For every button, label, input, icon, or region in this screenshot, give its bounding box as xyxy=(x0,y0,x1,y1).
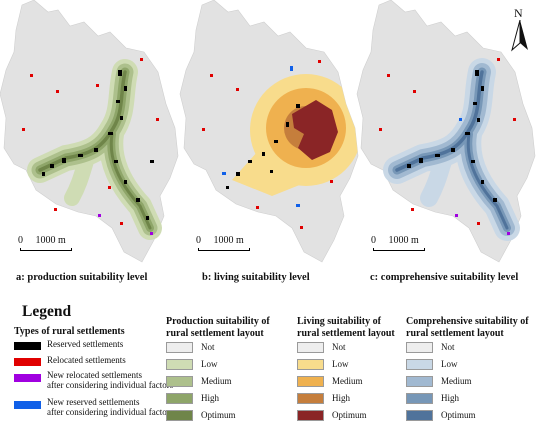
class-label: Optimum xyxy=(201,410,236,420)
scale-label: 0 1000 m xyxy=(371,235,419,246)
class-label: Not xyxy=(441,342,455,352)
living-suitability-zones xyxy=(232,74,358,196)
class-swatch xyxy=(406,410,433,421)
legend-title: Legend xyxy=(22,303,72,320)
class-swatch xyxy=(166,393,193,404)
class-swatch xyxy=(297,376,324,387)
class-label: Low xyxy=(201,359,218,369)
class-label: Optimum xyxy=(332,410,367,420)
class-label: Medium xyxy=(441,376,472,386)
scale-label: 0 1000 m xyxy=(196,235,244,246)
settlement-types-title: Types of rural settlements xyxy=(14,326,125,337)
settlement-markers xyxy=(379,58,516,235)
scale-bar-c: 0 1000 m xyxy=(371,235,425,251)
class-swatch xyxy=(406,376,433,387)
settlement-markers xyxy=(202,60,333,229)
class-swatch xyxy=(166,342,193,353)
map-panel-c xyxy=(356,0,536,263)
class-label: High xyxy=(332,393,350,403)
swatch-reserved xyxy=(14,342,41,350)
legend-column-subtitle: rural settlement layout xyxy=(406,328,504,339)
class-label: Low xyxy=(332,359,349,369)
class-label: Medium xyxy=(332,376,363,386)
class-swatch xyxy=(166,359,193,370)
scale-bar-a: 0 1000 m xyxy=(18,235,72,251)
legend-label-line2: after considering individual factors xyxy=(47,406,174,417)
class-swatch xyxy=(406,342,433,353)
class-label: High xyxy=(441,393,459,403)
map-panels xyxy=(0,0,536,263)
class-swatch xyxy=(406,393,433,404)
class-swatch xyxy=(406,359,433,370)
class-swatch xyxy=(297,393,324,404)
legend-label: New reserved settlements xyxy=(47,397,140,407)
settlement-markers xyxy=(22,58,159,235)
scale-label: 0 1000 m xyxy=(18,235,66,246)
panel-caption-b: b: living suitability level xyxy=(202,272,310,283)
scale-bar-graphic xyxy=(198,248,250,251)
panel-caption-c: c: comprehensive suitability level xyxy=(370,272,519,283)
class-label: High xyxy=(201,393,219,403)
north-label: N xyxy=(514,6,523,20)
class-label: Medium xyxy=(201,376,232,386)
legend-label: Relocated settlements xyxy=(47,355,126,365)
class-label: Not xyxy=(332,342,346,352)
class-label: Low xyxy=(441,359,458,369)
class-swatch xyxy=(297,410,324,421)
swatch-new-relocated xyxy=(14,374,41,382)
legend-label: New relocated settlements xyxy=(47,370,142,380)
scale-bar-graphic xyxy=(373,248,425,251)
living-legend-title: Living suitability of rural settlement la… xyxy=(297,316,395,340)
legend-label: Reserved settlements xyxy=(47,339,124,349)
swatch-new-reserved xyxy=(14,401,41,409)
north-arrow-icon xyxy=(511,20,528,52)
class-label: Not xyxy=(201,342,215,352)
map-panel-b xyxy=(179,0,359,263)
north-arrow: N xyxy=(509,6,531,52)
legend-label-line2: after considering individual factors xyxy=(47,379,174,390)
class-swatch xyxy=(297,359,324,370)
map-panel-a xyxy=(0,0,179,263)
legend-column-title: Living suitability of xyxy=(297,316,381,327)
class-swatch xyxy=(297,342,324,353)
legend-column-title: Comprehensive suitability of xyxy=(406,316,529,327)
comprehensive-legend-title: Comprehensive suitability of rural settle… xyxy=(406,316,529,340)
legend-column-title: Production suitability of xyxy=(166,316,270,327)
class-swatch xyxy=(166,410,193,421)
panel-caption-a: a: production suitability level xyxy=(16,272,148,283)
class-swatch xyxy=(166,376,193,387)
legend-column-subtitle: rural settlement layout xyxy=(297,328,395,339)
scale-bar-graphic xyxy=(20,248,72,251)
production-legend-title: Production suitability of rural settlemen… xyxy=(166,316,270,340)
scale-bar-b: 0 1000 m xyxy=(196,235,250,251)
class-label: Optimum xyxy=(441,410,476,420)
swatch-relocated xyxy=(14,358,41,366)
legend-column-subtitle: rural settlement layout xyxy=(166,328,264,339)
